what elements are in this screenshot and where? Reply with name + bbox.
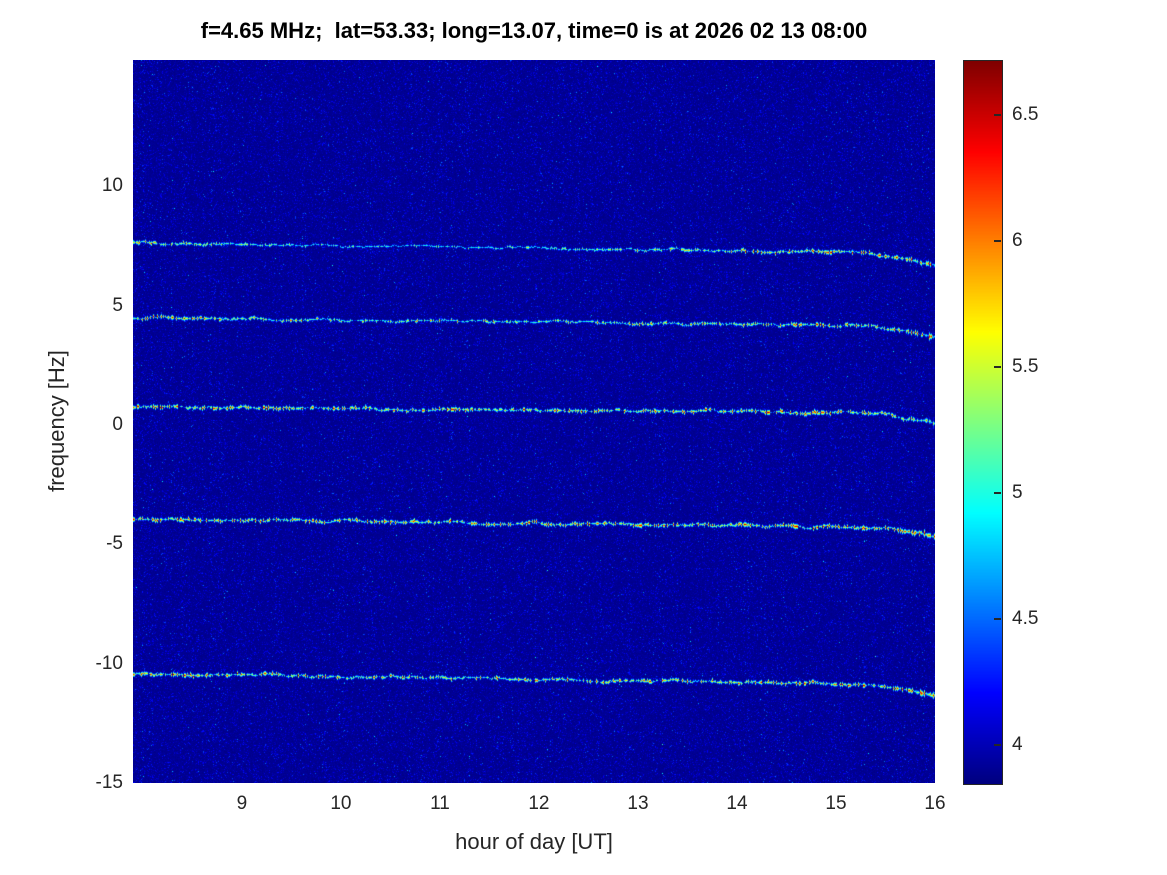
x-tick-label: 12 xyxy=(528,793,550,814)
x-tick-label: 13 xyxy=(627,793,649,814)
y-tick-label: -15 xyxy=(95,772,123,793)
colorbar-tick-mark xyxy=(994,618,1001,621)
x-tick-label: 9 xyxy=(236,793,248,814)
y-tick-label: 0 xyxy=(112,414,123,436)
heatmap-canvas xyxy=(133,60,935,783)
x-tick-label: 11 xyxy=(430,793,450,814)
chart-title: f=4.65 MHz; lat=53.33; long=13.07, time=… xyxy=(200,18,868,43)
colorbar-tick-mark xyxy=(994,366,1001,369)
y-tick-label: -10 xyxy=(95,652,123,674)
x-tick-label: 10 xyxy=(330,793,352,814)
x-tick-label: 15 xyxy=(825,793,847,814)
colorbar-tick-label: 4.5 xyxy=(1012,608,1039,630)
colorbar-tick-label: 6 xyxy=(1012,230,1023,252)
colorbar-tick-label: 4 xyxy=(1012,734,1023,756)
y-axis-label: frequency [Hz] xyxy=(44,350,69,492)
x-tick-label: 16 xyxy=(924,793,946,814)
colorbar-tick-mark xyxy=(994,744,1001,747)
colorbar-tick-mark xyxy=(994,492,1001,495)
x-axis-label: hour of day [UT] xyxy=(455,829,613,854)
colorbar-canvas xyxy=(963,60,1003,785)
x-tick-label: 14 xyxy=(726,793,748,814)
colorbar-tick-label: 6.5 xyxy=(1012,104,1039,126)
y-tick-label: 5 xyxy=(112,294,123,316)
colorbar-tick-label: 5.5 xyxy=(1012,356,1039,378)
y-tick-label: 10 xyxy=(101,175,123,197)
colorbar-tick-mark xyxy=(994,114,1001,117)
colorbar-tick-mark xyxy=(994,240,1001,243)
colorbar-tick-label: 5 xyxy=(1012,482,1023,504)
y-tick-label: -5 xyxy=(106,533,123,555)
